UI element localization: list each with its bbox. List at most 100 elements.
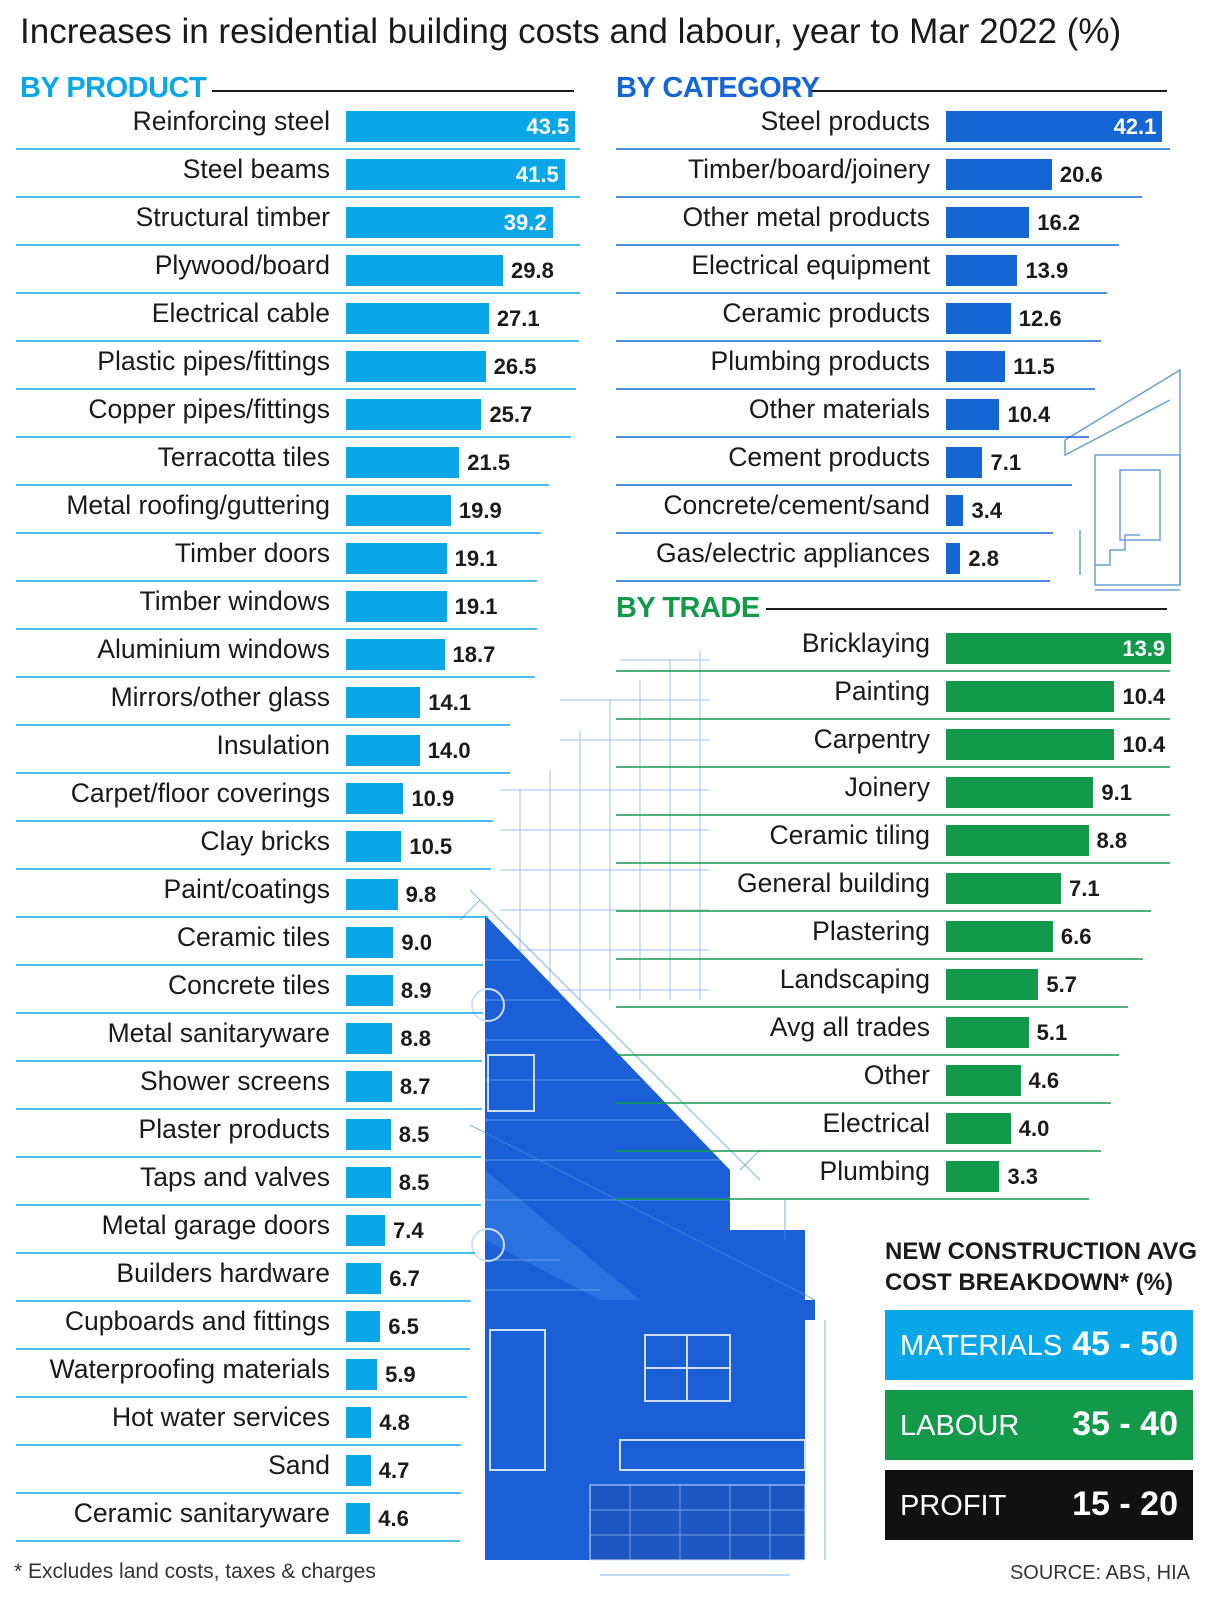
category-row-electrical-equipment: Electrical equipment 13.9 [0, 246, 1210, 294]
trade-row-ceramic-tiling: Ceramic tiling 8.8 [0, 816, 1210, 864]
product-row-divider [16, 388, 576, 390]
category-bar [946, 159, 1052, 190]
breakdown-labour-label: LABOUR [900, 1410, 1020, 1442]
trade-bar [946, 1065, 1021, 1096]
category-row-concrete-cement-sand: Concrete/cement/sand 3.4 [0, 486, 1210, 534]
product-value-label: 8.7 [399, 1074, 431, 1099]
product-row-sand: Sand 4.7 [0, 1446, 1210, 1494]
product-value-label: 8.5 [398, 1170, 430, 1195]
product-row-structural-timber: Structural timber 39.2 [0, 198, 1210, 246]
category-bar [946, 111, 1163, 142]
product-row-divider [16, 340, 579, 342]
footnote: * Excludes land costs, taxes & charges [14, 1560, 376, 1583]
product-label: Timber doors [174, 538, 330, 568]
product-label: Steel beams [182, 154, 330, 184]
trade-label: Painting [834, 676, 930, 706]
product-label: Plywood/board [154, 250, 330, 280]
product-bar [346, 831, 402, 862]
category-value-label: 12.6 [1018, 306, 1062, 331]
upper-window [487, 1054, 535, 1112]
trade-label: Avg all trades [769, 1012, 930, 1042]
trade-bar [946, 777, 1094, 808]
trade-value-label: 4.6 [1028, 1068, 1060, 1093]
breakdown-profit-label: PROFIT [900, 1490, 1007, 1522]
product-bar [346, 639, 445, 670]
section-heading-category: BY CATEGORY [616, 72, 820, 104]
product-row-terracotta-tiles: Terracotta tiles 21.5 [0, 438, 1210, 486]
round-window-top [471, 988, 505, 1022]
product-row-clay-bricks: Clay bricks 10.5 [0, 822, 1210, 870]
product-label: Metal garage doors [101, 1210, 330, 1240]
category-value-label: 2.8 [968, 546, 999, 571]
trade-bar [946, 633, 1172, 664]
product-label: Copper pipes/fittings [88, 394, 330, 424]
product-bar [346, 1455, 371, 1486]
trade-row-divider [616, 1102, 1111, 1104]
category-row-steel-products: Steel products 42.1 [0, 102, 1210, 150]
product-bar [346, 1215, 385, 1246]
product-row-timber-doors: Timber doors 19.1 [0, 534, 1210, 582]
product-row-aluminium-windows: Aluminium windows 18.7 [0, 630, 1210, 678]
product-row-divider [16, 916, 488, 918]
product-bar [346, 1023, 393, 1054]
product-row-waterproofing-materials: Waterproofing materials 5.9 [0, 1350, 1210, 1398]
product-bar [346, 591, 447, 622]
trade-row-divider [616, 670, 1170, 672]
trade-row-painting: Painting 10.4 [0, 672, 1210, 720]
product-label: Structural timber [135, 202, 330, 232]
category-row-divider [616, 148, 1170, 150]
trade-value-label: 10.4 [1122, 732, 1166, 757]
product-value-label: 8.5 [398, 1122, 430, 1147]
house-drawing [459, 889, 826, 1576]
product-value-label: 9.8 [405, 882, 437, 907]
product-bar [346, 975, 393, 1006]
category-bar [946, 447, 983, 478]
product-label: Aluminium windows [97, 634, 330, 664]
trade-row-divider [616, 1054, 1119, 1056]
trade-row-carpentry: Carpentry 10.4 [0, 720, 1210, 768]
product-label: Waterproofing materials [49, 1354, 330, 1384]
product-label: Builders hardware [116, 1258, 330, 1288]
product-value-label: 26.5 [493, 354, 537, 379]
product-row-divider [16, 532, 541, 534]
source-note: SOURCE: ABS, HIA [1009, 1562, 1190, 1584]
category-row-divider [616, 532, 1054, 534]
product-row-insulation: Insulation 14.0 [0, 726, 1210, 774]
section-heading-product: BY PRODUCT [20, 72, 207, 104]
product-row-concrete-tiles: Concrete tiles 8.9 [0, 966, 1210, 1014]
category-bar [946, 495, 964, 526]
product-bar [346, 927, 394, 958]
product-value-label: 10.9 [411, 786, 455, 811]
trade-row-divider [616, 814, 1170, 816]
category-row-divider [616, 292, 1108, 294]
product-row-divider [16, 1108, 482, 1110]
product-row-hot-water-services: Hot water services 4.8 [0, 1398, 1210, 1446]
product-label: Taps and valves [139, 1162, 330, 1192]
trade-row-electrical: Electrical 4.0 [0, 1104, 1210, 1152]
breakdown-title: NEW CONSTRUCTION AVG COST BREAKDOWN* (%) [885, 1236, 1197, 1298]
product-row-plastic-pipes-fittings: Plastic pipes/fittings 26.5 [0, 342, 1210, 390]
product-bar [346, 111, 576, 142]
product-value-label: 41.5 [515, 162, 559, 187]
product-row-divider [16, 1300, 472, 1302]
product-row-timber-windows: Timber windows 19.1 [0, 582, 1210, 630]
product-value-label: 29.8 [511, 258, 554, 283]
product-row-divider [16, 1204, 481, 1206]
product-row-divider [16, 244, 580, 246]
product-bar [346, 1167, 391, 1198]
category-row-divider [616, 340, 1101, 342]
section-divider-product [212, 90, 574, 92]
product-row-divider [16, 1012, 483, 1014]
product-row-taps-and-valves: Taps and valves 8.5 [0, 1158, 1210, 1206]
product-bar [346, 543, 447, 574]
product-bar [346, 399, 482, 430]
category-row-ceramic-products: Ceramic products 12.6 [0, 294, 1210, 342]
product-row-metal-roofing-guttering: Metal roofing/guttering 19.9 [0, 486, 1210, 534]
breakdown-profit: PROFIT 15 - 20 [885, 1470, 1193, 1540]
product-label: Metal roofing/guttering [66, 490, 330, 520]
product-bar [346, 447, 460, 478]
product-label: Electrical cable [151, 298, 330, 328]
product-value-label: 8.9 [400, 978, 432, 1003]
section-divider-category [812, 90, 1167, 92]
